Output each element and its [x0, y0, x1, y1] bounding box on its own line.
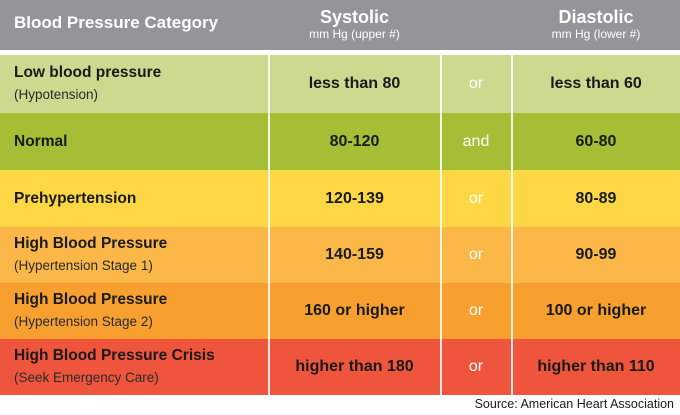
column-divider	[440, 55, 442, 395]
category-cell: High Blood Pressure (Hypertension Stage 1…	[14, 227, 264, 283]
diastolic-cell: 60-80	[575, 132, 617, 150]
diastolic-cell: 100 or higher	[545, 302, 647, 319]
diastolic-cell: higher than 110	[537, 358, 655, 375]
category-cell: Normal	[14, 113, 264, 170]
conjunction-cell: or	[468, 358, 484, 375]
category-name: High Blood Pressure	[14, 235, 168, 252]
header-category: Blood Pressure Category	[14, 13, 219, 32]
systolic-cell: 120-139	[325, 189, 384, 207]
conjunction-cell: and	[462, 132, 490, 150]
header-systolic: Systolic mm Hg (upper #)	[269, 0, 440, 50]
systolic-cell: 80-120	[329, 132, 380, 150]
systolic-cell: less than 80	[308, 75, 401, 92]
diastolic-cell: 90-99	[575, 246, 617, 263]
category-name: High Blood Pressure Crisis	[14, 347, 215, 364]
table-row: Low blood pressure (Hypotension) less tha…	[0, 55, 680, 113]
header-diastolic-subtitle: mm Hg (lower #)	[551, 27, 641, 41]
category-cell: Low blood pressure (Hypotension)	[14, 55, 264, 113]
category-subtitle: (Hypertension Stage 1)	[14, 258, 153, 273]
diastolic-cell: 80-89	[575, 189, 617, 207]
table-row: High Blood Pressure (Hypertension Stage 1…	[0, 227, 680, 283]
category-subtitle: (Hypertension Stage 2)	[14, 314, 153, 329]
category-name: Low blood pressure	[14, 64, 162, 81]
conjunction-cell: or	[468, 75, 484, 92]
table-row: High Blood Pressure (Hypertension Stage 2…	[0, 283, 680, 339]
category-cell: High Blood Pressure Crisis (Seek Emergenc…	[14, 339, 264, 395]
header-systolic-subtitle: mm Hg (upper #)	[309, 27, 400, 41]
table-row: Prehypertension 120-139 or 80-89	[0, 170, 680, 227]
column-divider	[511, 55, 513, 395]
conjunction-cell: or	[468, 189, 484, 207]
category-name: Normal	[14, 132, 68, 150]
category-cell: High Blood Pressure (Hypertension Stage 2…	[14, 283, 264, 339]
conjunction-cell: or	[468, 246, 484, 263]
category-name: High Blood Pressure	[14, 291, 168, 308]
systolic-cell: 140-159	[325, 246, 384, 263]
category-subtitle: (Seek Emergency Care)	[14, 370, 159, 385]
column-divider	[268, 55, 270, 395]
table-header: Blood Pressure Category Systolic mm Hg (…	[0, 0, 680, 50]
table-row: Normal 80-120 and 60-80	[0, 113, 680, 170]
header-diastolic-title: Diastolic	[558, 7, 634, 27]
conjunction-cell: or	[468, 302, 484, 319]
category-subtitle: (Hypotension)	[14, 87, 99, 102]
systolic-cell: higher than 180	[295, 358, 414, 375]
systolic-cell: 160 or higher	[304, 302, 405, 319]
source-note: Source: American Heart Association	[474, 397, 674, 411]
table-row: High Blood Pressure Crisis (Seek Emergenc…	[0, 339, 680, 395]
category-cell: Prehypertension	[14, 170, 264, 227]
category-name: Prehypertension	[14, 189, 137, 207]
header-systolic-title: Systolic	[319, 7, 390, 27]
diastolic-cell: less than 60	[550, 75, 642, 92]
header-diastolic: Diastolic mm Hg (lower #)	[512, 0, 680, 50]
